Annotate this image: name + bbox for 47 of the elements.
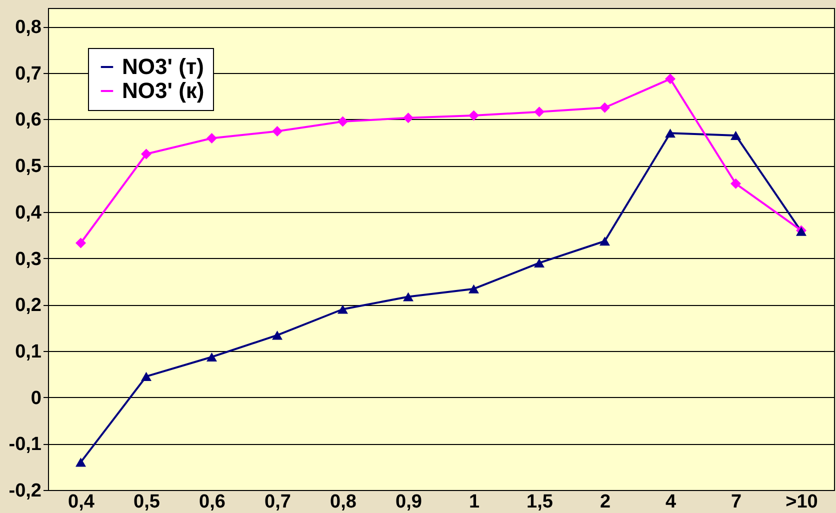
y-tick-label: 0,1 (15, 341, 42, 362)
x-tick-label: 4 (665, 492, 676, 512)
point (730, 178, 741, 189)
x-tick-label: 7 (730, 492, 742, 512)
legend-label: NO3' (к) (122, 78, 204, 103)
point (403, 292, 414, 302)
point (338, 116, 348, 127)
point (272, 126, 282, 137)
point (665, 74, 676, 84)
x-tick-label: 0,9 (396, 492, 422, 512)
point (600, 236, 610, 246)
point (730, 130, 741, 140)
point (272, 330, 282, 340)
x-tick-label: 1,5 (526, 492, 554, 512)
point (76, 458, 86, 467)
point (403, 112, 414, 124)
y-tick-label: 0,2 (15, 295, 42, 316)
point (534, 258, 544, 268)
point (338, 304, 348, 314)
y-tick-label: 0 (30, 388, 42, 409)
point (141, 372, 152, 381)
point (141, 148, 152, 160)
x-tick-label: 0,5 (134, 492, 160, 512)
point (206, 132, 217, 144)
x-tick-label: 0,4 (68, 492, 95, 512)
y-tick-label: 0,4 (15, 202, 42, 224)
point (468, 110, 479, 121)
y-tick-label: 0,6 (15, 110, 42, 131)
point (665, 128, 676, 138)
x-tick-label: 1 (468, 492, 480, 512)
point (206, 352, 217, 362)
y-tick-label: 0,5 (15, 156, 42, 178)
x-tick-label: 0,8 (330, 492, 356, 512)
point (76, 238, 86, 248)
point (534, 106, 544, 118)
y-tick-label: -0,1 (8, 434, 42, 456)
x-tick-label: >10 (786, 492, 818, 512)
y-tick-label: 0,8 (15, 17, 42, 38)
legend-label: NO3' (т) (122, 54, 204, 79)
y-tick-label: -0,2 (8, 480, 42, 502)
x-tick-label: 0,7 (264, 492, 291, 512)
point (600, 102, 610, 113)
point (468, 284, 479, 294)
x-tick-label: 2 (600, 492, 611, 512)
y-tick-label: 0,3 (15, 248, 42, 270)
y-tick-label: 0,7 (15, 63, 42, 84)
x-tick-label: 0,6 (199, 492, 226, 512)
